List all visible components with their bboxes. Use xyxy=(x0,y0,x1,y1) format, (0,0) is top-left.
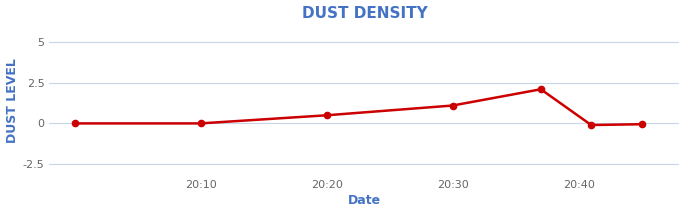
Title: DUST DENSITY: DUST DENSITY xyxy=(301,6,427,21)
Y-axis label: DUST LEVEL: DUST LEVEL xyxy=(5,58,18,143)
X-axis label: Date: Date xyxy=(348,194,381,207)
